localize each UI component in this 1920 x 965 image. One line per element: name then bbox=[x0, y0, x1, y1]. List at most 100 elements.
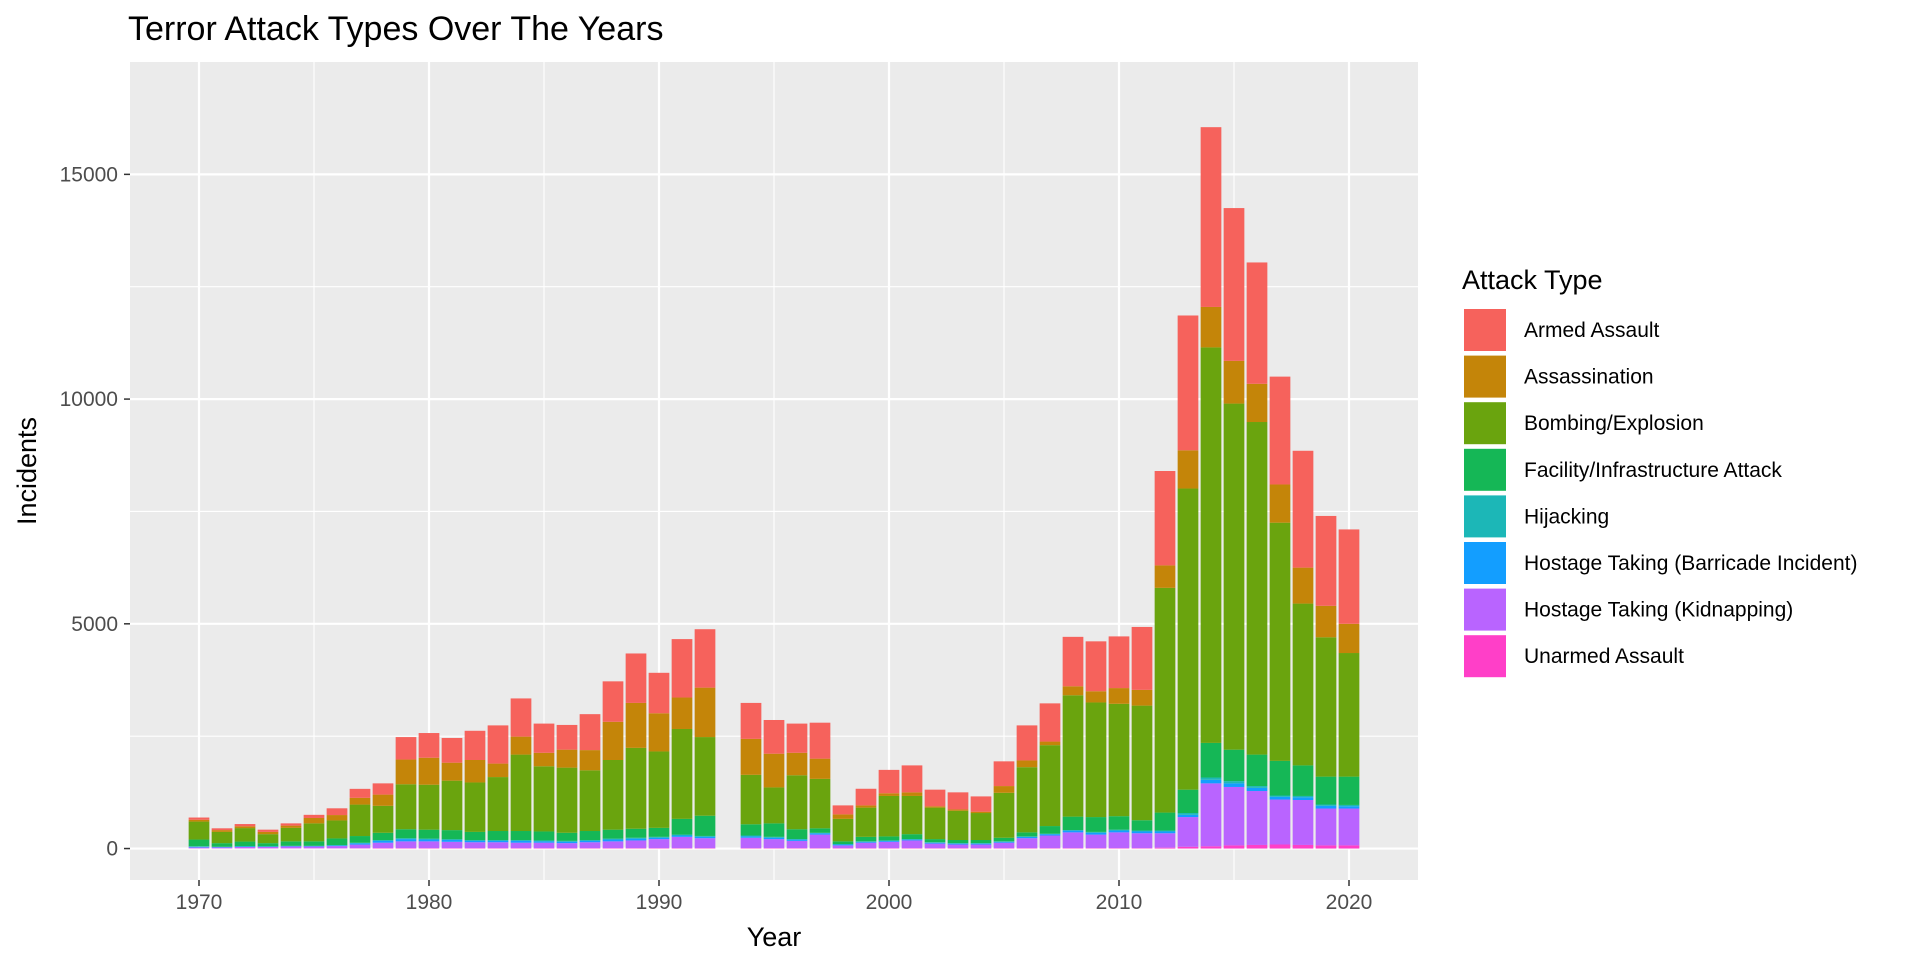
bar-segment bbox=[787, 840, 808, 841]
bar-segment bbox=[764, 839, 785, 848]
bar-segment bbox=[1178, 813, 1199, 815]
y-tick-label: 0 bbox=[106, 838, 118, 861]
bar-segment bbox=[580, 842, 601, 848]
bar-segment bbox=[373, 795, 394, 806]
bar-segment bbox=[764, 787, 785, 823]
bar-segment bbox=[1247, 788, 1268, 791]
bar-segment bbox=[1086, 835, 1107, 848]
bar-segment bbox=[1224, 845, 1245, 848]
legend-key bbox=[1463, 355, 1507, 399]
bar-segment bbox=[948, 844, 969, 845]
bar-segment bbox=[994, 786, 1015, 793]
bar-segment bbox=[511, 831, 532, 840]
bar-segment bbox=[741, 838, 762, 848]
bar-segment bbox=[281, 823, 302, 825]
bar-segment bbox=[626, 748, 647, 829]
bar-segment bbox=[1178, 450, 1199, 488]
bar-segment bbox=[465, 841, 486, 842]
bar-segment bbox=[557, 725, 578, 750]
bar-segment bbox=[189, 847, 210, 848]
bar-segment bbox=[1270, 377, 1291, 485]
bar-segment bbox=[1132, 833, 1153, 848]
legend-key bbox=[1463, 541, 1507, 585]
bar-segment bbox=[1339, 805, 1360, 806]
bar-segment bbox=[948, 840, 969, 843]
bar-segment bbox=[258, 834, 279, 843]
bar-segment bbox=[442, 830, 463, 839]
bar-segment bbox=[879, 842, 900, 848]
bar-segment bbox=[1178, 817, 1199, 847]
bar-segment bbox=[603, 830, 624, 839]
bar-segment bbox=[442, 738, 463, 763]
y-tick-label: 10000 bbox=[60, 388, 118, 411]
bar-segment bbox=[649, 751, 670, 827]
bar-segment bbox=[971, 813, 992, 840]
bar-segment bbox=[603, 722, 624, 760]
bar-segment bbox=[741, 775, 762, 824]
legend-label: Hostage Taking (Barricade Incident) bbox=[1524, 552, 1857, 575]
bar-segment bbox=[1270, 523, 1291, 761]
bar-segment bbox=[258, 843, 279, 846]
bar-segment bbox=[465, 782, 486, 831]
bar-segment bbox=[442, 840, 463, 842]
bar-segment bbox=[465, 832, 486, 840]
bar-segment bbox=[488, 831, 509, 840]
bar-segment bbox=[626, 839, 647, 841]
bar-segment bbox=[1086, 691, 1107, 702]
bar-segment bbox=[1040, 826, 1061, 834]
bar-segment bbox=[948, 844, 969, 848]
bar-segment bbox=[327, 808, 348, 815]
bar-segment bbox=[856, 843, 877, 848]
bar-segment bbox=[511, 843, 532, 848]
bar-segment bbox=[1316, 809, 1337, 846]
bar-segment bbox=[1040, 703, 1061, 741]
bar-segment bbox=[695, 688, 716, 737]
legend-key bbox=[1463, 308, 1507, 352]
bar-segment bbox=[396, 838, 417, 839]
bar-segment bbox=[350, 805, 371, 836]
bar-segment bbox=[833, 805, 854, 814]
bar-segment bbox=[1270, 796, 1291, 797]
bar-segment bbox=[1178, 315, 1199, 450]
bar-segment bbox=[902, 840, 923, 848]
legend-key bbox=[1463, 634, 1507, 678]
bar-segment bbox=[1109, 831, 1130, 833]
bar-segment bbox=[396, 839, 417, 841]
bar-segment bbox=[1063, 832, 1084, 848]
bar-segment bbox=[1316, 845, 1337, 848]
y-tick-label: 5000 bbox=[71, 613, 118, 636]
bar-segment bbox=[925, 843, 946, 844]
legend-label: Armed Assault bbox=[1524, 319, 1660, 342]
bar-segment bbox=[1178, 815, 1199, 817]
bar-segment bbox=[741, 836, 762, 837]
legend-title: Attack Type bbox=[1462, 265, 1603, 295]
legend-key bbox=[1463, 401, 1507, 445]
bar-segment bbox=[235, 824, 256, 826]
bar-segment bbox=[488, 725, 509, 763]
bar-segment bbox=[1017, 837, 1038, 838]
bar-segment bbox=[603, 760, 624, 830]
bar-segment bbox=[1063, 831, 1084, 833]
bar-segment bbox=[419, 840, 440, 842]
bar-segment bbox=[189, 840, 210, 847]
bar-segment bbox=[557, 843, 578, 848]
bar-segment bbox=[557, 842, 578, 843]
bar-segment bbox=[902, 796, 923, 834]
bar-segment bbox=[1247, 791, 1268, 845]
bar-segment bbox=[1086, 832, 1107, 833]
bar-segment bbox=[557, 833, 578, 841]
bar-segment bbox=[1109, 830, 1130, 831]
bar-segment bbox=[281, 841, 302, 845]
bar-segment bbox=[212, 832, 233, 843]
bar-segment bbox=[1132, 820, 1153, 830]
bar-segment bbox=[1224, 781, 1245, 783]
bar-segment bbox=[810, 723, 831, 759]
bar-segment bbox=[1201, 307, 1222, 347]
legend-label: Facility/Infrastructure Attack bbox=[1524, 459, 1782, 482]
bar-segment bbox=[580, 840, 601, 841]
bar-segment bbox=[1132, 831, 1153, 832]
bar-segment bbox=[925, 808, 946, 839]
bar-segment bbox=[557, 841, 578, 842]
bar-segment bbox=[971, 796, 992, 811]
bar-segment bbox=[1270, 484, 1291, 522]
